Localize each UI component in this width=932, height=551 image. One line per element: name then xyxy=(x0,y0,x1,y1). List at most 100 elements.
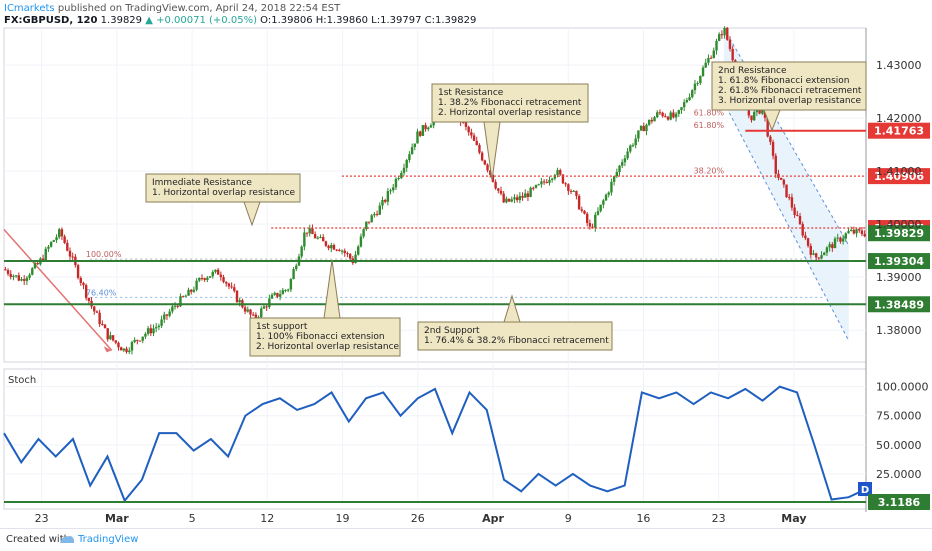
candle-body xyxy=(122,348,126,351)
created-with-text: Created with xyxy=(6,534,70,545)
symbol-label[interactable]: FX:GBPUSD, 120 xyxy=(4,15,98,26)
candle-body xyxy=(472,135,476,141)
candle-body xyxy=(125,348,128,353)
candle-body xyxy=(219,274,223,278)
candle-body xyxy=(561,174,565,184)
level-tag-text: 1.38489 xyxy=(874,298,924,311)
fib-label: 61.80% xyxy=(694,121,725,130)
candle-body xyxy=(9,273,12,277)
candle-body xyxy=(559,170,562,175)
candle-body xyxy=(270,294,274,299)
candle-body xyxy=(246,309,249,312)
candle-body xyxy=(521,195,524,198)
candle-body xyxy=(322,237,325,242)
candle-body xyxy=(23,279,26,281)
candle-body xyxy=(572,190,575,192)
candle-body xyxy=(674,113,678,118)
candle-body xyxy=(610,181,613,193)
candle-body xyxy=(860,230,864,235)
candle-body xyxy=(157,325,161,328)
price-tick-label: 1.43000 xyxy=(876,59,922,72)
candle-body xyxy=(639,125,643,131)
candle-body xyxy=(839,237,842,242)
candle-body xyxy=(623,158,627,163)
arrow-head-icon xyxy=(103,346,112,353)
stochastic-panel: Stoch 100.0000 75.0000 50.0000 25.0000 D 3.118… xyxy=(3,375,930,510)
candle-body xyxy=(769,136,772,142)
fib-label: 38.20% xyxy=(694,166,725,175)
chart-canvas[interactable]: 100.00%76.40%61.80%61.80%38.20% 1.417631… xyxy=(0,0,932,528)
candle-body xyxy=(798,215,802,225)
last-price-tag xyxy=(868,225,930,242)
candle-body xyxy=(324,241,328,246)
candle-body xyxy=(375,213,379,215)
callout-line: 1. Horizontal overlap resistance xyxy=(152,188,296,198)
candle-body xyxy=(311,228,314,235)
candle-body xyxy=(4,269,7,271)
candle-body xyxy=(796,214,799,216)
candle-body xyxy=(766,117,769,137)
candle-body xyxy=(402,167,406,173)
candle-body xyxy=(615,172,619,177)
candle-body xyxy=(502,193,505,203)
candle-body xyxy=(709,57,713,59)
callout-title: Immediate Resistance xyxy=(152,178,252,188)
candle-body xyxy=(60,229,64,237)
candle-body xyxy=(348,254,352,259)
callout-line: 1. 38.2% Fibonacci retracement xyxy=(438,98,582,108)
candle-body xyxy=(300,246,303,257)
candle-body xyxy=(303,232,306,247)
time-tick-label: 16 xyxy=(636,512,650,525)
candle-body xyxy=(154,327,158,329)
candle-body xyxy=(728,39,732,49)
candle-body xyxy=(575,190,578,196)
candle-body xyxy=(664,116,667,118)
candle-body xyxy=(515,197,519,201)
tradingview-brand[interactable]: TradingView xyxy=(78,534,139,545)
footer: Created with TradingView xyxy=(0,528,932,551)
candle-body xyxy=(467,126,470,133)
candle-body xyxy=(621,162,624,166)
candle-body xyxy=(14,275,18,277)
candle-body xyxy=(149,328,153,334)
candle-body xyxy=(319,237,322,239)
candle-body xyxy=(251,314,255,316)
candle-body xyxy=(160,319,163,326)
stoch-line xyxy=(3,385,867,503)
candle-body xyxy=(249,309,252,315)
candle-body xyxy=(33,263,37,269)
candle-body xyxy=(847,230,850,234)
candle-body xyxy=(138,340,142,342)
candle-body xyxy=(607,192,610,195)
candle-body xyxy=(567,184,570,191)
candle-body xyxy=(545,182,548,184)
candle-body xyxy=(235,290,239,303)
candle-body xyxy=(238,300,241,303)
candle-body xyxy=(200,278,204,280)
candle-body xyxy=(262,306,266,309)
candle-body xyxy=(144,333,147,337)
callout-pointer xyxy=(503,294,521,323)
candle-body xyxy=(809,245,812,255)
candle-body xyxy=(669,112,672,120)
candle-body xyxy=(313,234,317,239)
candle-body xyxy=(553,175,557,179)
publisher-name[interactable]: ICmarkets xyxy=(4,3,55,14)
candle-body xyxy=(410,147,414,155)
callout-line: 3. Horizontal overlap resistance xyxy=(718,96,862,106)
callout-line: 1. 61.8% Fibonacci extension xyxy=(718,76,850,86)
candle-body xyxy=(656,112,659,118)
candle-body xyxy=(645,124,648,132)
candle-body xyxy=(227,283,231,287)
candle-body xyxy=(222,277,225,283)
candle-body xyxy=(117,342,120,348)
level-tag-text: 1.40906 xyxy=(874,170,924,183)
price-tick-label: 1.41000 xyxy=(876,165,922,178)
candle-body xyxy=(47,246,50,249)
candle-body xyxy=(41,258,45,260)
candle-body xyxy=(591,226,594,228)
candle-body xyxy=(254,314,258,319)
candle-body xyxy=(825,247,829,253)
candle-body xyxy=(494,181,497,189)
candle-body xyxy=(17,275,21,281)
